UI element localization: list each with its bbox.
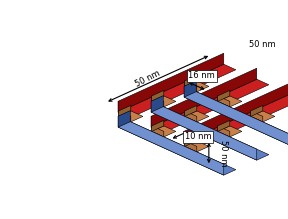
Polygon shape	[119, 111, 143, 122]
Polygon shape	[152, 126, 164, 137]
Polygon shape	[152, 96, 164, 107]
Polygon shape	[184, 94, 288, 148]
Polygon shape	[151, 101, 257, 160]
Polygon shape	[218, 90, 230, 101]
Polygon shape	[152, 120, 164, 131]
Polygon shape	[184, 86, 288, 145]
Polygon shape	[185, 141, 197, 152]
Polygon shape	[184, 81, 196, 97]
Polygon shape	[118, 101, 130, 118]
Polygon shape	[152, 96, 176, 107]
Polygon shape	[119, 111, 131, 122]
Polygon shape	[152, 126, 176, 137]
Polygon shape	[185, 111, 197, 122]
Polygon shape	[251, 105, 263, 117]
Polygon shape	[151, 68, 257, 127]
Polygon shape	[185, 141, 209, 152]
Polygon shape	[218, 126, 230, 137]
Polygon shape	[151, 116, 163, 133]
Polygon shape	[151, 79, 269, 133]
Polygon shape	[218, 96, 242, 107]
Text: 50 nm: 50 nm	[249, 40, 276, 49]
Polygon shape	[152, 90, 164, 101]
Polygon shape	[184, 92, 288, 145]
Polygon shape	[151, 107, 269, 160]
Polygon shape	[218, 126, 242, 137]
Polygon shape	[119, 105, 131, 117]
Polygon shape	[185, 81, 197, 92]
Polygon shape	[118, 53, 224, 112]
Polygon shape	[185, 105, 197, 117]
Polygon shape	[185, 75, 197, 87]
Polygon shape	[151, 96, 163, 112]
Polygon shape	[184, 131, 196, 148]
Polygon shape	[118, 122, 236, 175]
Text: 16 nm: 16 nm	[188, 71, 215, 81]
Polygon shape	[118, 116, 224, 175]
Polygon shape	[184, 83, 288, 142]
Polygon shape	[185, 81, 209, 92]
Text: 10 nm: 10 nm	[185, 132, 212, 141]
Polygon shape	[218, 96, 230, 107]
Polygon shape	[251, 111, 263, 122]
Polygon shape	[185, 111, 209, 122]
Text: 50 nm: 50 nm	[219, 140, 228, 166]
Polygon shape	[218, 120, 230, 131]
Polygon shape	[118, 111, 130, 127]
Polygon shape	[118, 64, 236, 118]
Text: 50 nm: 50 nm	[134, 69, 162, 89]
Polygon shape	[251, 111, 275, 122]
Polygon shape	[185, 135, 197, 146]
